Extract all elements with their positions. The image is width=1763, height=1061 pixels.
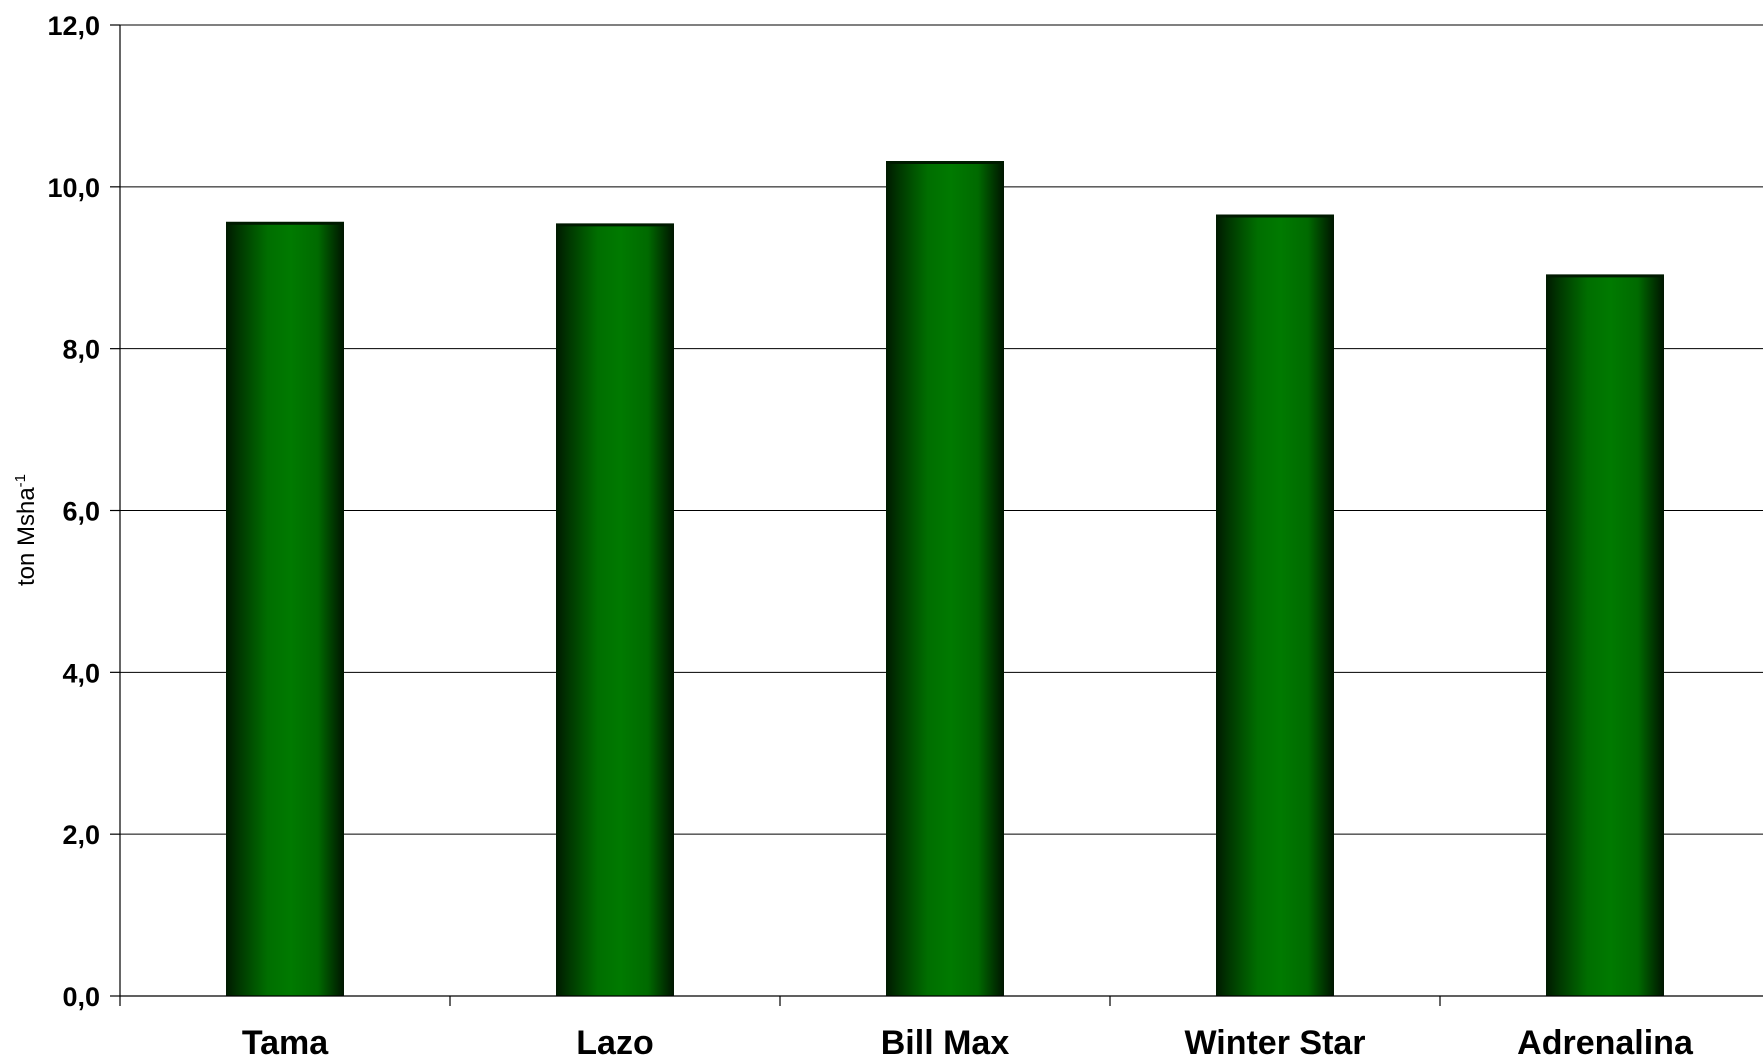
y-tick-label: 10,0 (47, 173, 100, 203)
bar-bill-max (886, 162, 1004, 996)
y-tick-label: 6,0 (62, 497, 100, 527)
y-axis-title: ton Msha-1 (12, 474, 40, 586)
x-tick-label: Winter Star (1184, 1024, 1365, 1061)
bar-winter-star (1216, 215, 1334, 997)
x-tick-label: Lazo (576, 1024, 653, 1061)
y-tick-label: 4,0 (62, 658, 100, 688)
axes (110, 24, 1763, 1006)
y-tick-label: 2,0 (62, 820, 100, 850)
y-tick-label: 12,0 (47, 11, 100, 41)
bar-adrenalina (1546, 275, 1664, 996)
x-tick-label: Adrenalina (1517, 1024, 1694, 1061)
bar-lazo (556, 224, 674, 997)
bars (226, 161, 1664, 997)
labels: 0,0 2,0 4,0 6,0 8,0 10,0 12,0 Tama Lazo Bill Max W… (47, 11, 1694, 1061)
y-tick-label: 8,0 (62, 335, 100, 365)
bar-tama (226, 223, 344, 996)
y-tick-label: 0,0 (62, 982, 100, 1012)
x-tick-label: Tama (242, 1024, 329, 1061)
x-tick-label: Bill Max (881, 1024, 1010, 1061)
